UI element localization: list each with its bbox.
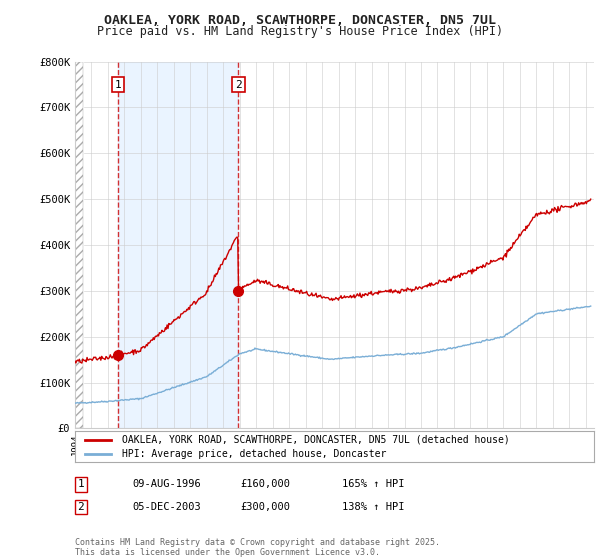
Text: HPI: Average price, detached house, Doncaster: HPI: Average price, detached house, Donc… (122, 449, 386, 459)
Text: £160,000: £160,000 (240, 479, 290, 489)
Text: £300,000: £300,000 (240, 502, 290, 512)
Bar (75, 62, 83, 428)
Text: 09-AUG-1996: 09-AUG-1996 (132, 479, 201, 489)
Text: OAKLEA, YORK ROAD, SCAWTHORPE, DONCASTER, DN5 7UL (detached house): OAKLEA, YORK ROAD, SCAWTHORPE, DONCASTER… (122, 435, 509, 445)
Text: Price paid vs. HM Land Registry's House Price Index (HPI): Price paid vs. HM Land Registry's House … (97, 25, 503, 38)
Text: 2: 2 (77, 502, 85, 512)
Text: 165% ↑ HPI: 165% ↑ HPI (342, 479, 404, 489)
Text: 1: 1 (77, 479, 85, 489)
Bar (118, 62, 238, 428)
Text: 2: 2 (235, 80, 242, 90)
Text: 138% ↑ HPI: 138% ↑ HPI (342, 502, 404, 512)
Text: 1: 1 (115, 80, 121, 90)
Text: 05-DEC-2003: 05-DEC-2003 (132, 502, 201, 512)
Text: OAKLEA, YORK ROAD, SCAWTHORPE, DONCASTER, DN5 7UL: OAKLEA, YORK ROAD, SCAWTHORPE, DONCASTER… (104, 14, 496, 27)
Text: Contains HM Land Registry data © Crown copyright and database right 2025.
This d: Contains HM Land Registry data © Crown c… (75, 538, 440, 557)
